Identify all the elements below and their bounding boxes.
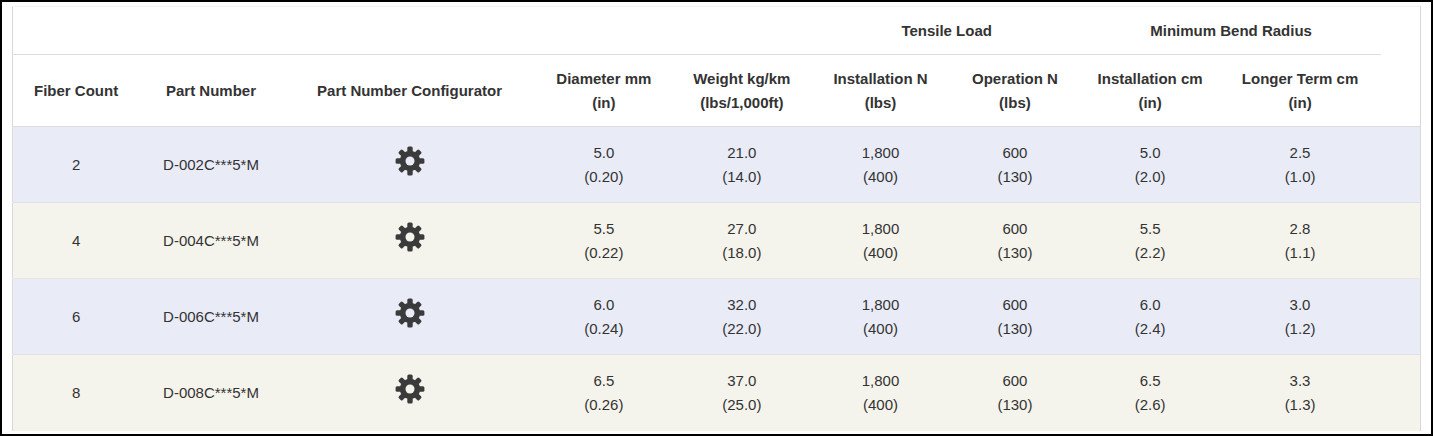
diameter-cell: 5.0(0.20) xyxy=(536,127,671,203)
operation-n-cell: 600(130) xyxy=(949,127,1081,203)
operation-n-cell: 600(130) xyxy=(949,279,1081,355)
installation-cm-cell: 6.5(2.6) xyxy=(1081,355,1219,431)
table-body: 2 D-002C***5*M xyxy=(13,127,1421,431)
weight-cell: 37.0(25.0) xyxy=(671,355,812,431)
weight-cell: 27.0(18.0) xyxy=(671,203,812,279)
configurator-cell xyxy=(283,355,536,431)
operation-n-cell: 600(130) xyxy=(949,355,1081,431)
diameter-cell: 6.0(0.24) xyxy=(536,279,671,355)
group-header-empty xyxy=(13,7,813,55)
group-header-minimum-bend-radius: Minimum Bend Radius xyxy=(1081,7,1381,55)
configurator-cell xyxy=(283,279,536,355)
part-number-configurator-button[interactable] xyxy=(395,146,425,176)
gear-icon xyxy=(395,222,425,252)
longer-term-cm-cell: 3.3(1.3) xyxy=(1219,355,1381,431)
table-row: 4 D-004C***5*M xyxy=(13,203,1421,279)
col-header-line1: Part Number xyxy=(139,79,283,103)
weight-cell: 32.0(22.0) xyxy=(671,279,812,355)
table-header: Tensile Load Minimum Bend Radius Fiber C… xyxy=(13,7,1421,127)
col-header-line1: Installation N xyxy=(812,67,949,91)
installation-n-cell: 1,800(400) xyxy=(812,203,949,279)
col-header-spacer xyxy=(1381,55,1421,127)
configurator-cell xyxy=(283,127,536,203)
installation-n-cell: 1,800(400) xyxy=(812,127,949,203)
part-number-configurator-button[interactable] xyxy=(395,222,425,252)
part-number-cell: D-006C***5*M xyxy=(139,279,283,355)
part-number-cell: D-002C***5*M xyxy=(139,127,283,203)
fiber-count-cell: 8 xyxy=(13,355,140,431)
col-header-part-number: Part Number xyxy=(139,55,283,127)
col-header-line1: Weight kg/km xyxy=(671,67,812,91)
weight-cell: 21.0(14.0) xyxy=(671,127,812,203)
installation-n-cell: 1,800(400) xyxy=(812,279,949,355)
gear-icon xyxy=(395,298,425,328)
part-number-configurator-button[interactable] xyxy=(395,298,425,328)
col-header-operation-n: Operation N(lbs) xyxy=(949,55,1081,127)
operation-n-cell: 600(130) xyxy=(949,203,1081,279)
col-header-line1: Installation cm xyxy=(1081,67,1219,91)
table-row: 8 D-008C***5*M xyxy=(13,355,1421,431)
col-header-line2: (in) xyxy=(536,91,671,115)
part-number-cell: D-004C***5*M xyxy=(139,203,283,279)
group-header-tensile-load: Tensile Load xyxy=(812,7,1081,55)
col-header-line1: Fiber Count xyxy=(13,79,139,103)
col-header-installation-cm: Installation cm(in) xyxy=(1081,55,1219,127)
spacer-cell xyxy=(1381,127,1421,203)
col-header-part-number-configurator: Part Number Configurator xyxy=(283,55,536,127)
longer-term-cm-cell: 2.5(1.0) xyxy=(1219,127,1381,203)
column-header-row: Fiber Count Part Number Part Number Conf… xyxy=(13,55,1421,127)
col-header-line2: (lbs) xyxy=(812,91,949,115)
group-header-row: Tensile Load Minimum Bend Radius xyxy=(13,7,1421,55)
installation-cm-cell: 5.0(2.0) xyxy=(1081,127,1219,203)
installation-cm-cell: 5.5(2.2) xyxy=(1081,203,1219,279)
gear-icon xyxy=(395,374,425,404)
gear-icon xyxy=(395,146,425,176)
spacer-cell xyxy=(1381,355,1421,431)
fiber-cable-spec-table: Tensile Load Minimum Bend Radius Fiber C… xyxy=(12,6,1421,431)
diameter-cell: 5.5(0.22) xyxy=(536,203,671,279)
longer-term-cm-cell: 3.0(1.2) xyxy=(1219,279,1381,355)
diameter-cell: 6.5(0.26) xyxy=(536,355,671,431)
col-header-line1: Operation N xyxy=(949,67,1081,91)
col-header-line1: Longer Term cm xyxy=(1219,67,1381,91)
col-header-weight: Weight kg/km(lbs/1,000ft) xyxy=(671,55,812,127)
col-header-fiber-count: Fiber Count xyxy=(13,55,140,127)
col-header-line1: Diameter mm xyxy=(536,67,671,91)
configurator-cell xyxy=(283,203,536,279)
col-header-line2: (in) xyxy=(1081,91,1219,115)
cable-spec-page: Tensile Load Minimum Bend Radius Fiber C… xyxy=(0,0,1433,436)
fiber-count-cell: 4 xyxy=(13,203,140,279)
part-number-cell: D-008C***5*M xyxy=(139,355,283,431)
col-header-installation-n: Installation N(lbs) xyxy=(812,55,949,127)
col-header-line1: Part Number Configurator xyxy=(283,79,536,103)
table-row: 6 D-006C***5*M xyxy=(13,279,1421,355)
longer-term-cm-cell: 2.8(1.1) xyxy=(1219,203,1381,279)
group-header-spacer xyxy=(1381,7,1421,55)
col-header-line2: (in) xyxy=(1219,91,1381,115)
fiber-count-cell: 2 xyxy=(13,127,140,203)
col-header-line2: (lbs/1,000ft) xyxy=(671,91,812,115)
spacer-cell xyxy=(1381,203,1421,279)
part-number-configurator-button[interactable] xyxy=(395,374,425,404)
col-header-longer-term-cm: Longer Term cm(in) xyxy=(1219,55,1381,127)
fiber-count-cell: 6 xyxy=(13,279,140,355)
spacer-cell xyxy=(1381,279,1421,355)
table-row: 2 D-002C***5*M xyxy=(13,127,1421,203)
installation-cm-cell: 6.0(2.4) xyxy=(1081,279,1219,355)
col-header-diameter: Diameter mm(in) xyxy=(536,55,671,127)
installation-n-cell: 1,800(400) xyxy=(812,355,949,431)
col-header-line2: (lbs) xyxy=(949,91,1081,115)
